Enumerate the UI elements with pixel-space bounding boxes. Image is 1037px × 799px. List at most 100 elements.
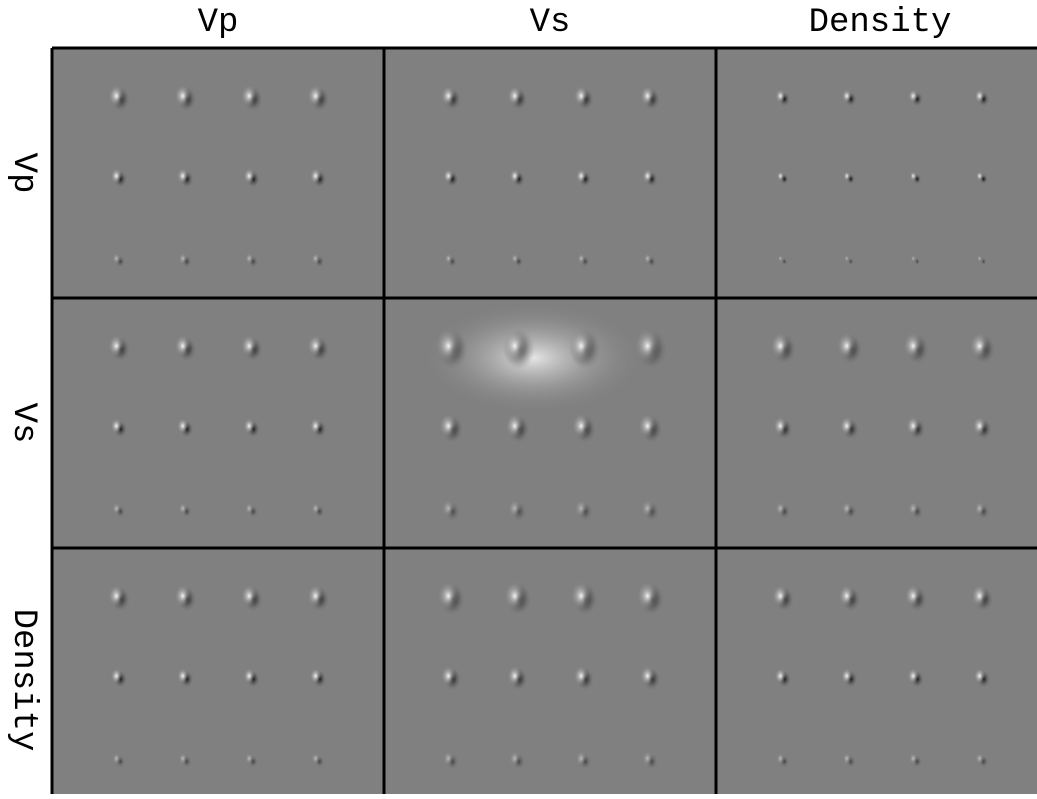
wavelet-bright — [244, 168, 255, 183]
wavelet-bright — [641, 500, 654, 518]
wavelet-bright — [843, 171, 850, 180]
wavelet-bright — [840, 417, 853, 435]
wavelet-bright — [312, 503, 320, 514]
wavelet-bright — [976, 753, 984, 764]
wavelet-bright — [906, 417, 919, 435]
wavelet-bright — [775, 668, 786, 683]
wavelet-bright — [308, 335, 324, 357]
wavelet-bright — [643, 169, 653, 183]
wavelet-bright — [508, 500, 521, 518]
wavelet-bright — [438, 582, 459, 611]
wavelet-bright — [910, 171, 917, 180]
wavelet-bright — [445, 254, 452, 264]
wavelet-bright — [442, 500, 455, 518]
wavelet-bright — [175, 335, 191, 357]
wavelet-bright — [241, 335, 257, 357]
wavelet-bright — [508, 86, 522, 106]
wavelet-bright — [839, 585, 855, 607]
wavelet-bright — [504, 582, 525, 611]
wavelet-bright — [245, 753, 253, 764]
wavelet-bright — [642, 751, 652, 765]
wavelet-bright — [112, 753, 120, 764]
wavelet-bright — [972, 585, 988, 607]
wavelet-bright — [905, 585, 921, 607]
wavelet-bright — [179, 503, 187, 514]
wavelet-bright — [441, 666, 456, 686]
wavelet-bright — [508, 666, 523, 686]
page: VpVsDensityVpVsDensity (() => { const da… — [0, 0, 1037, 794]
wavelet-bright — [842, 89, 852, 102]
panel — [384, 48, 716, 298]
wavelet-bright — [909, 753, 917, 764]
wavelet-bright — [436, 328, 462, 363]
wavelet-bright — [245, 253, 253, 264]
wavelet-bright — [640, 666, 655, 686]
wavelet-bright — [241, 85, 257, 107]
wavelet-bright — [571, 582, 592, 611]
wavelet-bright — [108, 585, 124, 607]
wavelet-bright — [572, 414, 590, 439]
wavelet-bright — [310, 168, 321, 183]
panel — [716, 548, 1037, 794]
wavelet-bright — [502, 328, 528, 363]
panel — [52, 48, 384, 298]
wavelet-bright — [578, 254, 585, 264]
wavelet-bright — [111, 168, 122, 183]
wavelet-bright — [108, 335, 124, 357]
row-label: Vp — [4, 153, 42, 194]
wavelet-bright — [776, 502, 786, 515]
wavelet-bright — [576, 169, 586, 183]
figure: Vp Vs Density Vp Vs Density — [0, 0, 1037, 794]
wavelet-bright — [574, 666, 589, 686]
wavelet-bright — [635, 328, 661, 363]
wavelet-bright — [772, 585, 788, 607]
wavelet-bright — [312, 253, 320, 264]
wavelet-bright — [842, 502, 852, 515]
wavelet-bright — [644, 254, 651, 264]
wavelet-bright — [639, 414, 657, 439]
wavelet-bright — [975, 502, 985, 515]
wavelet-bright — [976, 171, 983, 180]
wavelet-bright — [911, 255, 916, 262]
row-label: Vs — [4, 403, 42, 444]
wavelet-bright — [245, 503, 253, 514]
wavelet-bright — [310, 668, 321, 683]
panel-grid — [52, 48, 1037, 794]
wavelet-bright — [441, 86, 455, 106]
column-label: Vs — [530, 4, 571, 42]
wavelet-bright — [776, 89, 786, 102]
wavelet-bright — [443, 751, 453, 765]
wavelet-bright — [778, 255, 783, 262]
wavelet-bright — [179, 253, 187, 264]
wavelet-bright — [975, 89, 985, 102]
wavelet-bright — [510, 751, 520, 765]
wavelet-bright — [837, 333, 856, 359]
wavelet-bright — [439, 414, 457, 439]
panel — [716, 48, 1037, 298]
wavelet-bright — [904, 333, 923, 359]
wavelet-bright — [637, 582, 658, 611]
column-label: Vp — [198, 4, 239, 42]
wavelet-bright — [576, 751, 586, 765]
wavelet-bright — [308, 585, 324, 607]
row-label: Density — [4, 609, 42, 752]
panel — [52, 298, 384, 548]
wavelet-bright — [177, 168, 188, 183]
wavelet-bright — [844, 255, 849, 262]
wavelet-bright — [310, 418, 321, 433]
wavelet-bright — [777, 171, 784, 180]
wavelet-bright — [973, 417, 986, 435]
wavelet-bright — [970, 333, 989, 359]
wavelet-bright — [974, 668, 985, 683]
wavelet-bright — [776, 753, 784, 764]
wavelet-bright — [312, 753, 320, 764]
wavelet-bright — [908, 502, 918, 515]
wavelet-bright — [244, 668, 255, 683]
wavelet-bright — [575, 500, 588, 518]
wavelet-bright — [244, 418, 255, 433]
wavelet-bright — [111, 668, 122, 683]
wavelet-bright — [908, 668, 919, 683]
wavelet-bright — [510, 169, 520, 183]
wavelet-bright — [771, 333, 790, 359]
column-label: Density — [809, 4, 952, 42]
